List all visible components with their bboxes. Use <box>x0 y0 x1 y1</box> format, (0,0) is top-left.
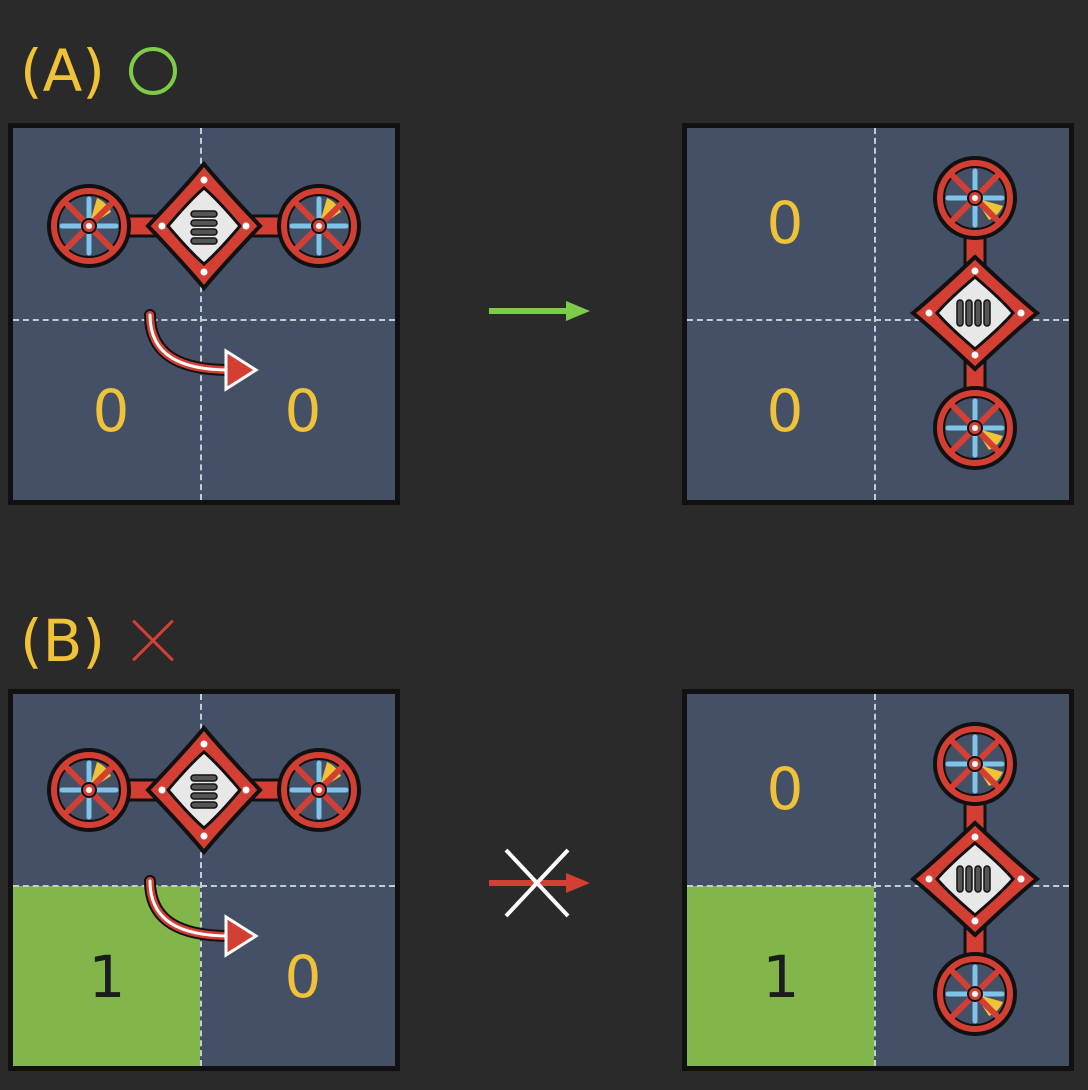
scenario-a-title: (A) <box>20 37 105 105</box>
grid-divider <box>687 319 1069 321</box>
rotate-arrow-icon <box>150 881 256 955</box>
grid-divider <box>687 885 1069 887</box>
board-a-after: 0 0 <box>682 123 1074 505</box>
cell-value: 0 <box>284 377 322 445</box>
grid-divider <box>13 319 395 321</box>
cell-value: 1 <box>762 943 800 1011</box>
cell-value: 0 <box>92 377 130 445</box>
grid-divider <box>200 128 202 500</box>
drone-graphic <box>687 694 1069 1066</box>
drone-graphic <box>13 128 395 500</box>
cell-value: 0 <box>766 189 804 257</box>
board-b-before: 1 0 <box>8 689 400 1071</box>
green-arrow-icon <box>489 301 590 321</box>
drone-graphic <box>13 694 395 1066</box>
grid-divider <box>13 885 395 887</box>
drone-graphic <box>687 128 1069 500</box>
cross-icon <box>129 617 177 665</box>
board-b-after: 0 1 <box>682 689 1074 1071</box>
filled-cell <box>687 886 874 1066</box>
cell-value: 0 <box>766 755 804 823</box>
scenario-b-title: (B) <box>20 607 106 675</box>
board-a-before: 0 0 <box>8 123 400 505</box>
grid-divider <box>874 694 876 1066</box>
scenario-b-label: (B) <box>20 612 177 670</box>
cell-value: 0 <box>284 943 322 1011</box>
circle-icon <box>128 47 177 95</box>
grid-divider <box>200 694 202 1066</box>
scenario-a-label: (A) <box>20 42 177 100</box>
blocked-red-arrow-icon <box>489 848 590 918</box>
cell-value: 0 <box>766 377 804 445</box>
rotate-arrow-icon <box>150 315 256 389</box>
grid-divider <box>874 128 876 500</box>
cell-value: 1 <box>88 943 126 1011</box>
